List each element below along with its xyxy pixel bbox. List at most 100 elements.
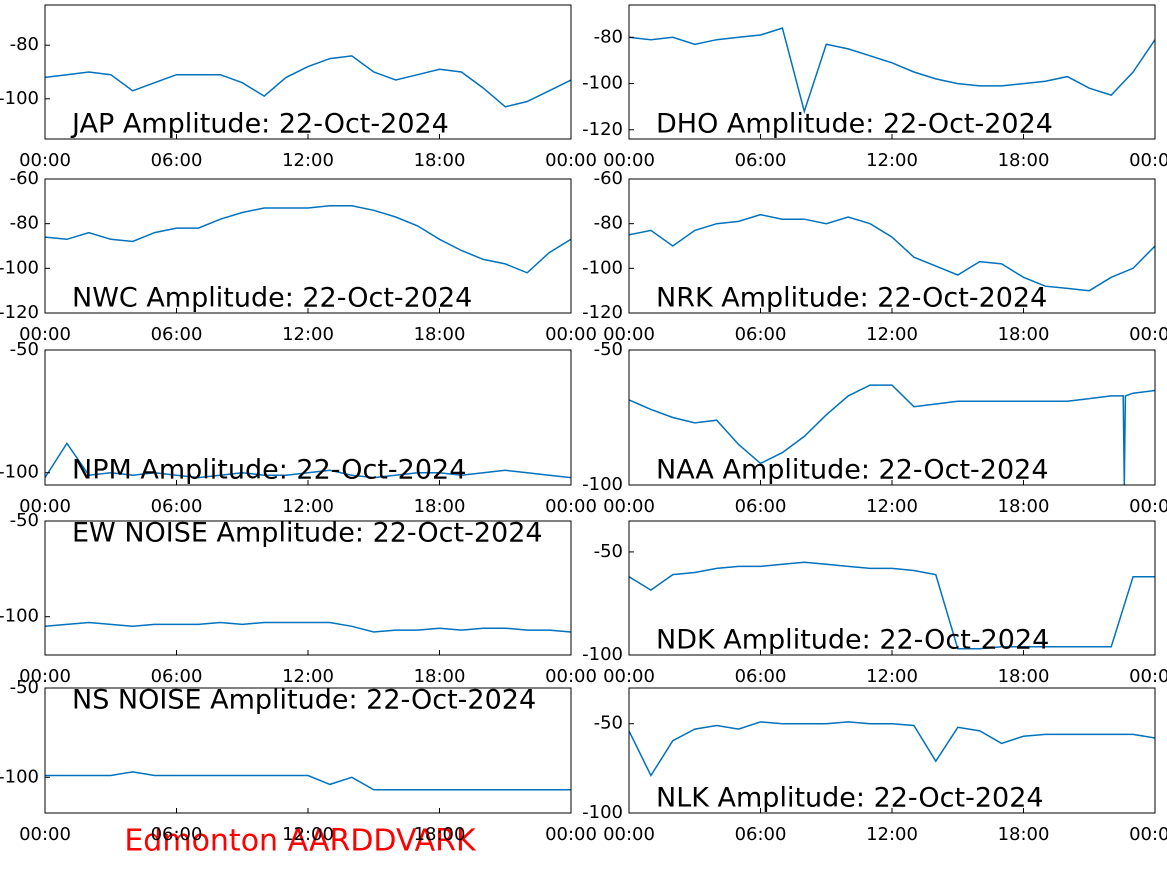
plot-area [45,441,571,479]
x-tick-label: 18:00 [414,666,466,687]
panel: -100 -80 00:00 06:00 12:00 18:00 00:00 JAP Ampl… [0,4,597,171]
y-tick-label: -50 [10,677,39,698]
x-tick-label: 00:00 [603,824,655,845]
x-tick-label: 12:00 [866,824,918,845]
x-tick-label: 06:00 [735,496,787,517]
plot-area [45,771,571,791]
x-tick-label: 12:00 [282,666,334,687]
x-tick-label: 12:00 [282,824,334,845]
y-tick-label: -100 [0,606,39,627]
x-tick-label: 00:00 [19,824,71,845]
x-tick-label: 18:00 [998,666,1050,687]
x-tick-label: 00:00 [545,666,597,687]
data-line [45,621,571,633]
data-line [629,213,1155,292]
x-tick-label: 00:00 [603,496,655,517]
panel: -100 -50 00:00 06:00 12:00 18:00 00:00 EW NOISE… [0,510,597,687]
data-line [629,561,1155,650]
panel: -100 -50 00:00 06:00 12:00 18:00 00:00 NS NOISE… [0,677,597,845]
panel-title: NS NOISE Amplitude: 22-Oct-2024 [72,685,536,716]
footer: Edmonton AARDDVARK [124,824,477,859]
x-tick-label: 12:00 [866,150,918,171]
x-tick-label: 00:00 [1129,324,1167,345]
panel-title: NLK Amplitude: 22-Oct-2024 [656,783,1044,814]
y-tick-label: -50 [594,339,623,360]
x-tick-label: 00:00 [545,150,597,171]
x-tick-label: 06:00 [735,666,787,687]
x-tick-label: 18:00 [998,496,1050,517]
x-tick-label: 12:00 [282,496,334,517]
plot-area [629,561,1155,650]
y-tick-label: -50 [10,339,39,360]
plot-area [629,27,1155,114]
data-line [629,721,1155,778]
y-tick-label: -50 [10,510,39,531]
y-tick-label: -100 [582,474,623,495]
x-tick-label: 18:00 [414,150,466,171]
data-line [629,384,1155,485]
x-tick-label: 00:00 [603,324,655,345]
data-line [629,27,1155,114]
plot-area [45,55,571,108]
x-tick-label: 00:00 [603,150,655,171]
y-tick-label: -80 [594,26,623,47]
x-tick-label: 18:00 [998,324,1050,345]
y-tick-label: -60 [594,168,623,189]
y-tick-label: -80 [10,34,39,55]
x-tick-label: 06:00 [151,824,203,845]
x-tick-label: 12:00 [282,324,334,345]
x-tick-label: 00:00 [603,666,655,687]
x-tick-label: 00:00 [19,496,71,517]
x-tick-label: 06:00 [151,666,203,687]
x-tick-label: 00:00 [1129,496,1167,517]
y-tick-label: -100 [0,257,39,278]
panel: -120-100-80-6000:0006:0012:0018:0000:00N… [582,168,1167,345]
x-tick-label: 00:00 [19,666,71,687]
panel-title: JAP Amplitude: 22-Oct-2024 [70,109,449,140]
panel-title: NDK Amplitude: 22-Oct-2024 [656,625,1049,656]
x-tick-label: 18:00 [414,324,466,345]
panel: -120-100-8000:0006:0012:0018:0000:00DHO … [582,4,1167,171]
plot-area [629,721,1155,778]
x-tick-label: 00:00 [19,324,71,345]
x-tick-label: 00:00 [1129,824,1167,845]
x-tick-label: 00:00 [19,150,71,171]
panel-title: NAA Amplitude: 22-Oct-2024 [656,455,1049,486]
x-tick-label: 00:00 [545,496,597,517]
y-tick-label: -50 [594,541,623,562]
x-tick-label: 12:00 [866,496,918,517]
panel-title: DHO Amplitude: 22-Oct-2024 [656,109,1053,140]
y-tick-label: -100 [582,802,623,823]
x-tick-label: 06:00 [151,324,203,345]
x-tick-label: 06:00 [735,150,787,171]
x-tick-label: 00:00 [545,824,597,845]
panel-title: NWC Amplitude: 22-Oct-2024 [72,283,472,314]
x-tick-label: 18:00 [998,824,1050,845]
panel-title: EW NOISE Amplitude: 22-Oct-2024 [72,518,543,549]
y-tick-label: -100 [0,766,39,787]
y-tick-label: -100 [0,462,39,483]
x-tick-label: 18:00 [998,150,1050,171]
y-tick-label: -100 [582,644,623,665]
x-tick-label: 00:00 [545,324,597,345]
x-tick-label: 12:00 [866,324,918,345]
x-tick-label: 00:00 [1129,666,1167,687]
y-tick-label: -80 [594,213,623,234]
x-tick-label: 18:00 [414,824,466,845]
y-tick-label: -120 [0,302,39,323]
data-line [45,771,571,791]
x-tick-label: 00:00 [1129,150,1167,171]
x-tick-label: 06:00 [735,824,787,845]
y-tick-label: -60 [10,168,39,189]
data-line [45,205,571,274]
x-tick-label: 12:00 [866,666,918,687]
x-tick-label: 06:00 [151,150,203,171]
y-tick-label: -80 [10,213,39,234]
plot-area [45,621,571,633]
